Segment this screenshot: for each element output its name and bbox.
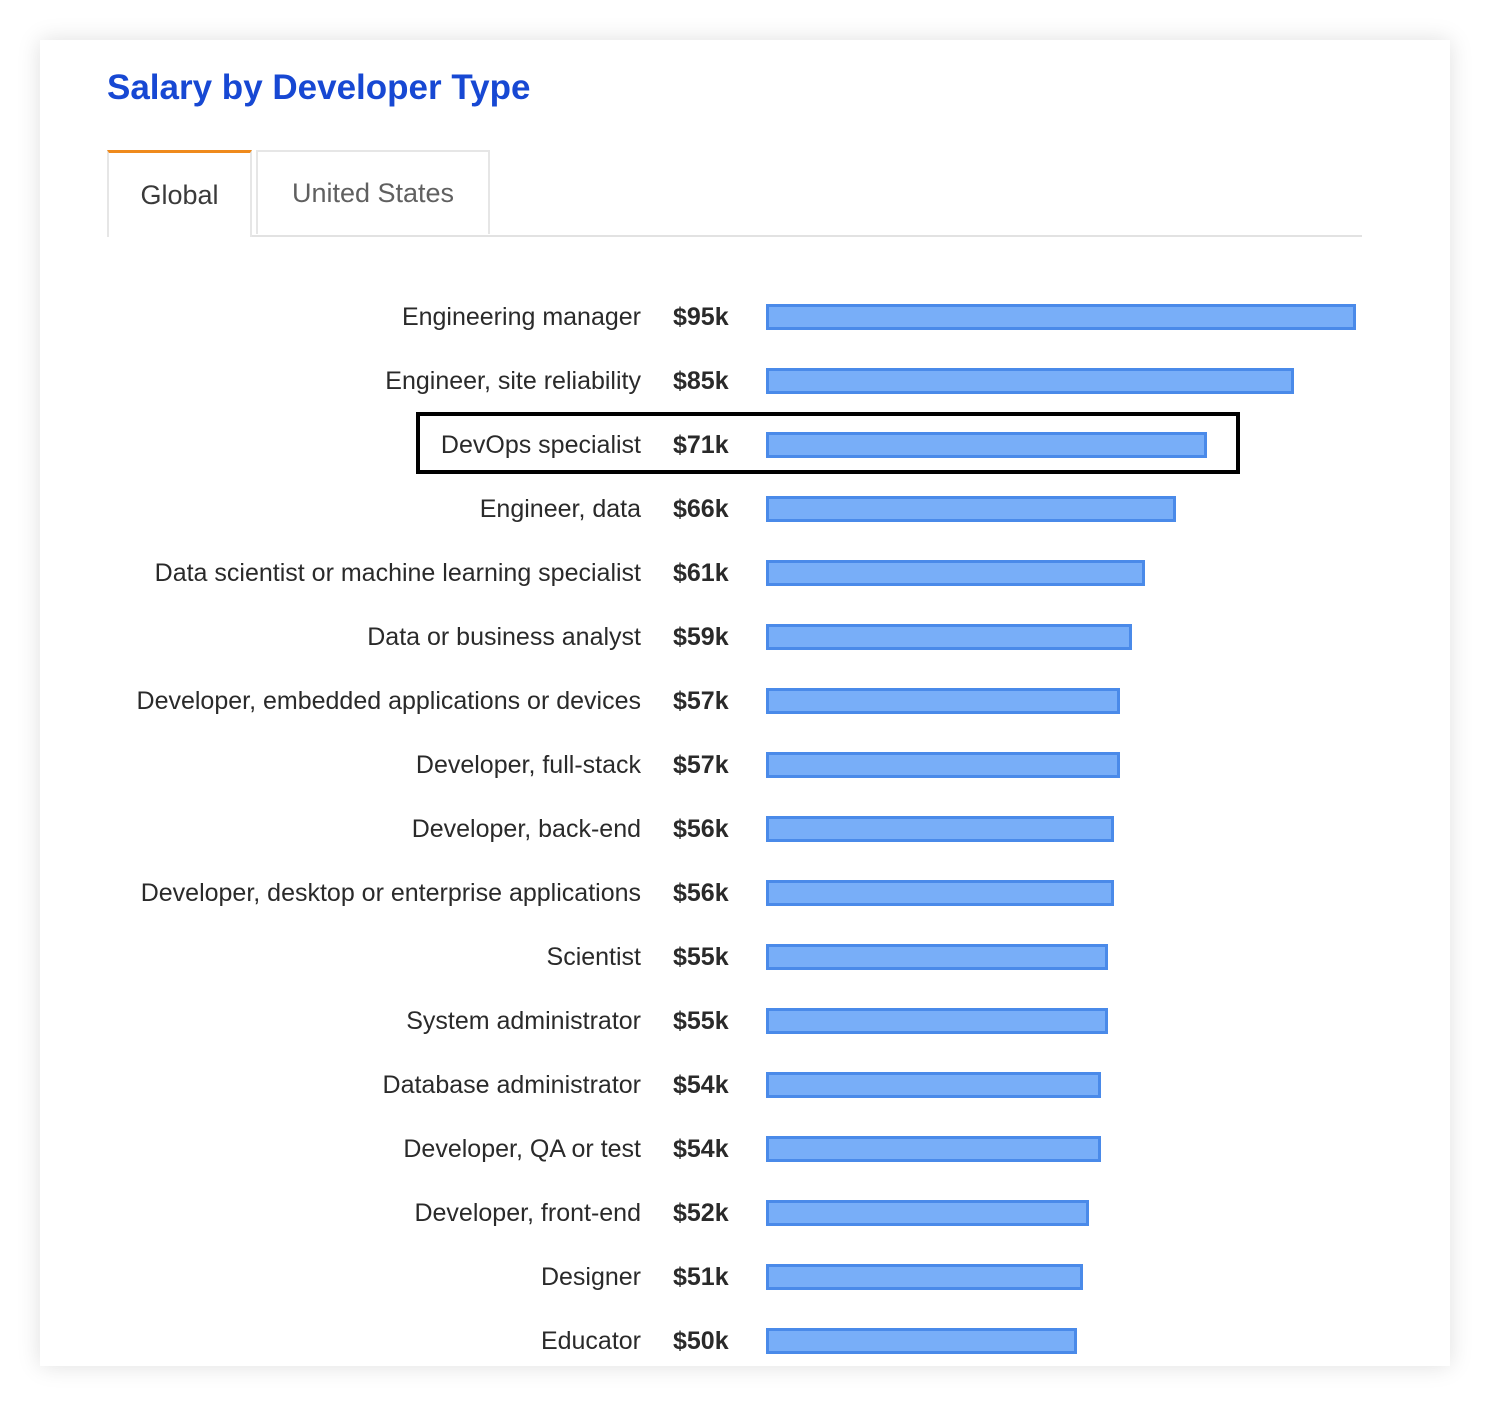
bar: [766, 1008, 1108, 1034]
bar-row: Developer, back-end $56k: [40, 809, 1450, 849]
category-label: Educator: [540, 1327, 641, 1355]
category-label: Developer, desktop or enterprise applica…: [140, 879, 641, 907]
value-label: $57k: [673, 751, 729, 779]
category-label: Data or business analyst: [367, 623, 641, 651]
category-label: DevOps specialist: [440, 431, 641, 459]
value-label: $54k: [673, 1071, 729, 1099]
bar: [766, 1072, 1102, 1098]
bar-row: Engineering manager $95k: [40, 297, 1450, 337]
chart-title: Salary by Developer Type: [107, 68, 531, 107]
bar: [766, 944, 1108, 970]
value-label: $95k: [673, 303, 729, 331]
bar-row: Scientist $55k: [40, 937, 1450, 977]
bar-row: Engineer, site reliability $85k: [40, 361, 1450, 401]
value-label: $50k: [673, 1327, 729, 1355]
category-label: Developer, embedded applications or devi…: [136, 687, 641, 715]
bar: [766, 368, 1294, 394]
bar: [766, 880, 1114, 906]
bar-row: DevOps specialist $71k: [40, 425, 1450, 465]
bar: [766, 1328, 1077, 1354]
bar: [766, 624, 1133, 650]
tab-global[interactable]: Global: [107, 150, 252, 237]
category-label: Developer, back-end: [411, 815, 641, 843]
bar: [766, 304, 1356, 330]
category-label: Data scientist or machine learning speci…: [154, 559, 641, 587]
bar-row: Designer $51k: [40, 1257, 1450, 1297]
category-label: System administrator: [406, 1007, 641, 1035]
value-label: $55k: [673, 1007, 729, 1035]
bar: [766, 1264, 1083, 1290]
value-label: $52k: [673, 1199, 729, 1227]
value-label: $56k: [673, 815, 729, 843]
tab-bar: Global United States: [107, 150, 1362, 237]
category-label: Scientist: [546, 943, 641, 971]
chart-card: Salary by Developer Type Global United S…: [40, 40, 1450, 1366]
bar: [766, 816, 1114, 842]
bar: [766, 752, 1120, 778]
bar: [766, 496, 1176, 522]
category-label: Engineer, data: [479, 495, 641, 523]
bar-row: Data or business analyst $59k: [40, 617, 1450, 657]
value-label: $57k: [673, 687, 729, 715]
bar-row: Educator $50k: [40, 1321, 1450, 1361]
bar-row: Developer, full-stack $57k: [40, 745, 1450, 785]
bar: [766, 432, 1207, 458]
bar-row: Developer, front-end $52k: [40, 1193, 1450, 1233]
category-label: Engineering manager: [401, 303, 641, 331]
category-label: Developer, QA or test: [403, 1135, 641, 1163]
value-label: $71k: [673, 431, 729, 459]
category-label: Developer, full-stack: [415, 751, 641, 779]
bar: [766, 560, 1145, 586]
bar-row: Engineer, data $66k: [40, 489, 1450, 529]
value-label: $85k: [673, 367, 729, 395]
highlight-box: [416, 412, 1240, 474]
value-label: $51k: [673, 1263, 729, 1291]
bar-row: Developer, QA or test $54k: [40, 1129, 1450, 1169]
value-label: $55k: [673, 943, 729, 971]
bar-row: Developer, desktop or enterprise applica…: [40, 873, 1450, 913]
bar-row: Developer, embedded applications or devi…: [40, 681, 1450, 721]
bar: [766, 1200, 1089, 1226]
value-label: $61k: [673, 559, 729, 587]
value-label: $59k: [673, 623, 729, 651]
category-label: Developer, front-end: [414, 1199, 641, 1227]
bar: [766, 1136, 1102, 1162]
value-label: $66k: [673, 495, 729, 523]
category-label: Designer: [540, 1263, 641, 1291]
value-label: $54k: [673, 1135, 729, 1163]
bar-row: Data scientist or machine learning speci…: [40, 553, 1450, 593]
bar-row: System administrator $55k: [40, 1001, 1450, 1041]
category-label: Database administrator: [382, 1071, 641, 1099]
value-label: $56k: [673, 879, 729, 907]
tab-united-states[interactable]: United States: [256, 150, 490, 234]
category-label: Engineer, site reliability: [385, 367, 641, 395]
bar: [766, 688, 1120, 714]
bar-row: Database administrator $54k: [40, 1065, 1450, 1105]
